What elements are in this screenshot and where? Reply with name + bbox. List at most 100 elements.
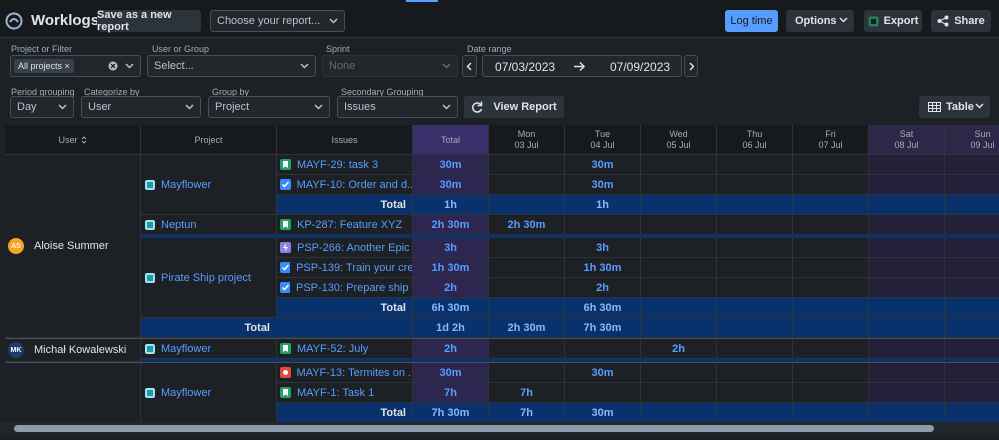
prev-icon [466,61,472,71]
issue-link[interactable]: PSP-139: Train your cre... [296,261,412,274]
column-header: Total [413,125,489,155]
next-date-button[interactable] [684,55,698,77]
logo [5,12,23,30]
project-link[interactable]: Mayflower [161,342,212,355]
chevron [329,18,338,24]
total-value: 1h [444,198,457,211]
issue-type-icon [280,387,291,398]
day-value: 3h [596,241,609,254]
project-filter[interactable]: All projects × [10,55,141,77]
day-cell [641,238,717,258]
categorize-select[interactable]: User [81,96,201,118]
sort-icon[interactable] [81,135,87,144]
issue-link[interactable]: MAYF-1: Task 1 [297,386,375,399]
day-value: 2h 30m [507,321,546,334]
options-button[interactable]: Options [786,10,854,32]
day-cell [489,195,565,215]
day-cell [945,403,999,422]
day-cell [489,175,565,195]
day-cell [945,195,999,215]
issue-link[interactable]: MAYF-10: Order and d... [296,178,412,191]
day-value: 7h [520,386,533,399]
issue-link[interactable]: PSP-130: Prepare ship t... [295,281,412,294]
total-value: 2h [444,342,457,355]
secondary-select[interactable]: Issues [337,96,458,118]
issue-link[interactable]: KP-287: Feature XYZ [297,218,403,231]
column-header: User [5,125,141,155]
day-cell [717,363,793,383]
project-link[interactable]: Mayflower [161,386,212,399]
day-cell [945,175,999,195]
day-cell [717,155,793,175]
day-cell [717,318,793,338]
tab-indicator [406,0,438,2]
export-icon [868,16,879,26]
save-report-button[interactable]: Save as a new report [97,9,201,33]
refresh-icon [472,101,483,113]
project-icon [145,219,155,230]
column-title: Project [194,134,223,145]
project-link[interactable]: Mayflower [161,178,212,191]
group-select[interactable]: Project [208,96,330,118]
share-button[interactable]: Share [931,10,991,32]
date-range[interactable]: 07/03/2023 07/09/2023 [482,55,682,77]
day-cell [945,339,999,359]
view-report-text: View Report [493,101,557,113]
day-cell: 2h [641,339,717,359]
total-cell: 7h 30m [413,403,489,422]
scroll-thumb[interactable] [14,425,934,432]
filter-label: Secondary Grouping [341,87,424,97]
user-filter[interactable]: Select... [147,55,316,77]
period-select[interactable]: Day [10,96,74,118]
date: 06 Jul [742,139,767,150]
log-time-button[interactable]: Log time [725,10,778,32]
issue-link[interactable]: PSP-266: Another Epic [297,241,410,254]
day-cell [717,339,793,359]
date: 04 Jul [590,139,615,150]
arrow-icon [574,61,586,72]
date: 03 Jul [514,139,539,150]
view-report-button[interactable]: View Report [464,96,564,118]
day-cell [869,195,945,215]
project-link[interactable]: Neptun [161,218,197,231]
day-cell [641,403,717,422]
day-cell [793,403,869,422]
clear-icon[interactable] [108,61,118,71]
total-cell: 7h [413,383,489,403]
filter-label: Project or Filter [11,44,73,54]
issue-type-icon [280,242,291,253]
column-title: Total [440,134,460,145]
select-value: User [88,101,112,113]
report-select[interactable]: Choose your report... [210,10,345,32]
total-cell: 6h 30m [413,298,489,318]
day-cell [869,238,945,258]
total-value: 7h [444,386,457,399]
day-cell: 30m [565,155,641,175]
prev-date-button[interactable] [462,55,477,77]
total-cell: 30m [413,363,489,383]
issue-link[interactable]: MAYF-13: Termites on ... [296,366,412,379]
issue-type-icon [280,367,291,378]
project-link[interactable]: Pirate Ship project [161,271,251,284]
issue-cell: MAYF-13: Termites on ... [277,363,413,383]
view-mode-button[interactable]: Table [919,96,990,118]
issue-link[interactable]: MAYF-29: task 3 [297,158,379,171]
next-icon [689,61,694,71]
column-header: Issues [277,125,413,155]
date: 08 Jul [894,139,919,150]
issue-link[interactable]: MAYF-52: July [297,342,369,355]
project-icon [145,343,155,354]
day-cell: 30m [565,363,641,383]
day-cell [793,258,869,278]
day-cell [945,298,999,318]
options-text: Options [795,15,837,27]
weekday: Sat [899,128,914,139]
day-cell [717,298,793,318]
issue-cell: KP-287: Feature XYZ [277,215,413,235]
column-title: Issues [331,134,358,145]
chevron [300,63,309,69]
day-cell: 30m [565,403,641,422]
export-button[interactable]: Export [864,10,922,32]
issue-type-icon [280,179,291,190]
sprint-filter: None [322,55,458,77]
